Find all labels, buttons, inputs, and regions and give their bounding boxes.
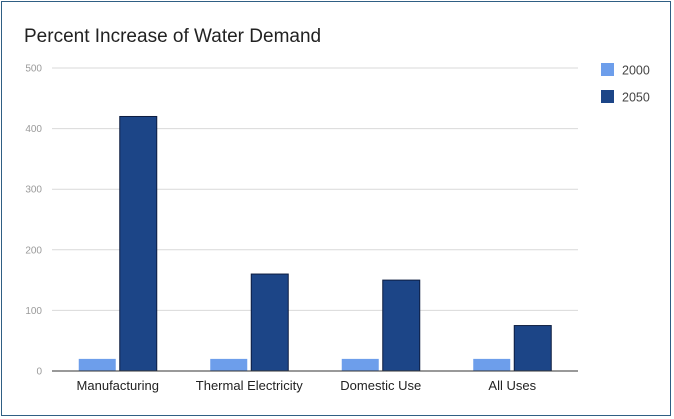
chart-title: Percent Increase of Water Demand [24,26,321,47]
bar-2000-thermal-electricity [210,358,248,371]
y-tick-label: 100 [25,306,42,317]
category-label: Thermal Electricity [196,378,303,393]
legend: 2000 2050 [601,63,650,105]
y-tick-label: 200 [25,245,42,256]
category-label: Manufacturing [77,378,159,393]
y-tick-label: 0 [36,367,42,378]
y-tick-label: 300 [25,185,42,196]
category-labels: Manufacturing Thermal Electricity Domestic… [77,378,537,393]
legend-swatch-2050 [601,90,614,103]
y-tick-label: 400 [25,124,42,135]
bar-2050-domestic-use [382,279,421,372]
category-label: Domestic Use [340,378,421,393]
bar-2050-all-uses [513,325,552,372]
legend-label-2050: 2050 [622,91,650,105]
y-axis-ticks: 0 100 200 300 400 500 [25,64,42,378]
bar-2000-all-uses [473,358,511,371]
bar-2000-domestic-use [341,358,379,371]
bar-2000-manufacturing [78,358,116,371]
bar-2050-manufacturing [119,115,158,372]
category-label: All Uses [488,378,536,393]
bar-2050-thermal-electricity [250,273,289,372]
bars [78,115,552,372]
legend-label-2000: 2000 [622,64,650,78]
y-tick-label: 500 [25,64,42,75]
legend-swatch-2000 [601,63,614,76]
